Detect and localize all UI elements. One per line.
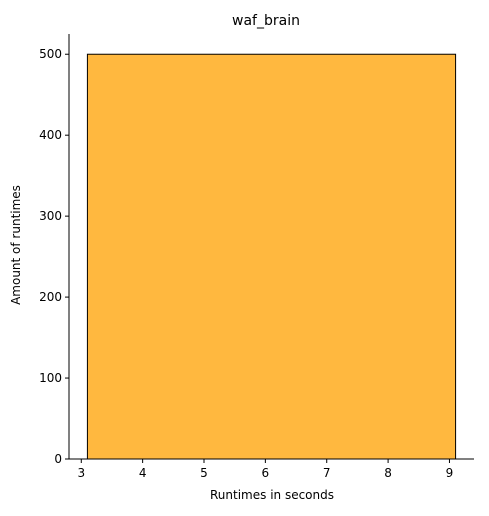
x-tick-label: 9 [446, 466, 454, 480]
x-tick-label: 5 [200, 466, 208, 480]
y-tick-label: 500 [39, 47, 62, 61]
x-tick-label: 8 [384, 466, 392, 480]
x-tick-label: 3 [77, 466, 85, 480]
x-ticks: 3 4 5 6 7 8 9 [77, 459, 453, 480]
y-axis-label: Amount of runtimes [9, 185, 23, 305]
y-tick-label: 200 [39, 290, 62, 304]
x-tick-label: 7 [323, 466, 331, 480]
y-tick-label: 300 [39, 209, 62, 223]
y-tick-label: 100 [39, 371, 62, 385]
x-tick-label: 4 [139, 466, 147, 480]
y-ticks: 0 100 200 300 400 500 [39, 47, 69, 466]
x-tick-label: 6 [262, 466, 270, 480]
bars-layer [86, 53, 457, 460]
histogram-bar [86, 53, 457, 460]
axes-layer [68, 34, 474, 460]
x-axis-label: Runtimes in seconds [210, 488, 334, 502]
y-tick-label: 0 [54, 452, 62, 466]
chart-title: waf_brain [232, 13, 300, 29]
y-tick-label: 400 [39, 128, 62, 142]
